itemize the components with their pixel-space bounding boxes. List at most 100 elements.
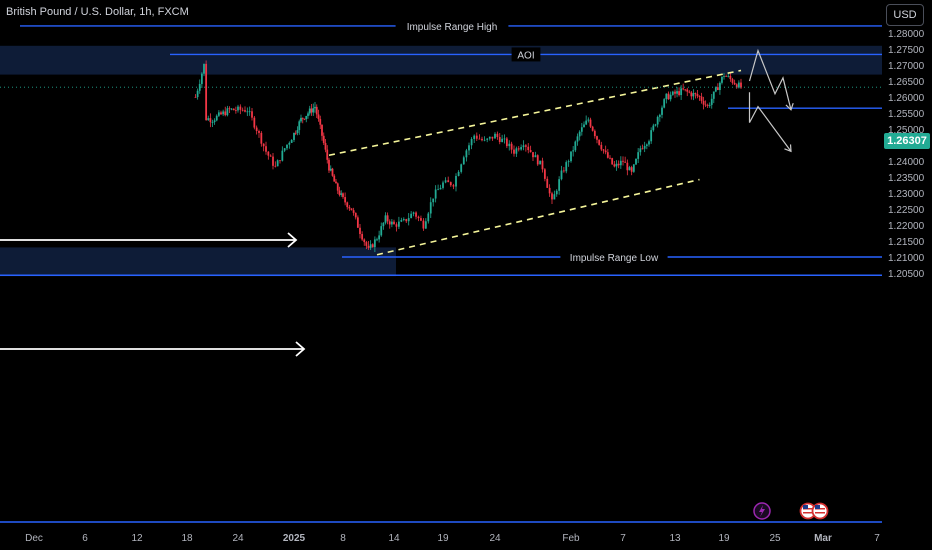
date-tick-label: 12 — [131, 533, 143, 544]
currency-button[interactable]: USD — [886, 4, 924, 26]
candle-body — [473, 135, 476, 139]
candle-body — [328, 159, 330, 171]
candle-body — [319, 118, 322, 125]
candle-body — [710, 98, 713, 105]
candle-body — [384, 215, 387, 223]
candle-body — [460, 164, 463, 172]
candle-body — [714, 87, 717, 92]
candle-body — [248, 111, 251, 113]
date-tick-label: 19 — [718, 533, 730, 544]
candle-body — [637, 152, 640, 159]
candle-body — [609, 157, 611, 159]
candle-body — [645, 144, 648, 146]
candle-body — [388, 221, 391, 225]
candle-body — [279, 160, 281, 162]
candle-body — [558, 179, 561, 191]
candle-body — [539, 160, 542, 165]
candle-body — [555, 190, 558, 195]
candle-body — [712, 91, 715, 99]
zone-lower-demand — [0, 247, 396, 277]
candle-body — [733, 82, 736, 85]
candle-body — [382, 222, 385, 227]
candle-body — [585, 120, 588, 125]
candle-body — [522, 145, 525, 148]
candle-body — [613, 164, 616, 167]
date-tick-label: 24 — [232, 533, 244, 544]
candle-body — [286, 144, 288, 149]
candle-body — [483, 139, 486, 141]
price-tick-label: 1.26500 — [888, 77, 925, 88]
candle-body — [553, 194, 556, 200]
candle-body — [402, 219, 405, 221]
candle-body — [234, 110, 237, 111]
candle-body — [626, 162, 629, 171]
date-tick-label: 25 — [769, 533, 781, 544]
candle-body — [310, 108, 313, 113]
projection-path-2 — [748, 92, 792, 152]
candle-body — [331, 168, 334, 176]
candle-body — [207, 118, 210, 121]
candle-body — [294, 132, 297, 134]
date-tick-label: 8 — [340, 533, 346, 544]
date-tick-label: 14 — [388, 533, 400, 544]
candle-body — [520, 147, 523, 150]
candle-body — [688, 91, 691, 93]
candle-body — [686, 89, 689, 92]
candle-body — [350, 208, 353, 211]
date-tick-label: 6 — [82, 533, 88, 544]
candle-body — [269, 155, 272, 157]
candle-body — [589, 119, 592, 127]
candle-body — [508, 143, 511, 147]
channel-lower-line — [376, 178, 700, 256]
candle-body — [591, 126, 594, 131]
candle-body — [470, 138, 473, 146]
candle-body — [203, 63, 205, 74]
candle-body — [213, 120, 216, 123]
candle-body — [700, 96, 703, 101]
candle-body — [676, 91, 678, 94]
candle-body — [281, 150, 284, 161]
candle-body — [400, 220, 403, 222]
candle-body — [671, 91, 674, 95]
candle-body — [211, 122, 214, 123]
candle-body — [587, 119, 590, 121]
candle-body — [417, 216, 420, 219]
price-tick-label: 1.27000 — [888, 61, 925, 72]
arrow-head — [287, 232, 298, 248]
candle-body — [723, 76, 725, 77]
candle-body — [740, 82, 742, 88]
price-tick-label: 1.24000 — [888, 157, 925, 168]
arrow-head — [295, 341, 306, 357]
candle-body — [340, 193, 343, 195]
candle-body — [574, 141, 577, 151]
candle-body — [378, 235, 381, 240]
candle-body — [429, 202, 432, 214]
candle-body — [224, 111, 227, 116]
candle-body — [437, 189, 439, 191]
candle-body — [721, 76, 723, 83]
candle-body — [338, 190, 341, 195]
candle-body — [367, 245, 370, 248]
candle-body — [674, 91, 676, 94]
candle-body — [729, 75, 732, 80]
candle-body — [307, 113, 309, 116]
candle-body — [652, 125, 655, 131]
candle-body — [656, 116, 659, 125]
price-tick-label: 1.25000 — [888, 125, 925, 136]
candle-body — [465, 150, 468, 158]
candle-body — [239, 106, 242, 110]
candle-body — [317, 114, 320, 119]
candle-body — [696, 94, 699, 97]
candle-body — [432, 198, 435, 203]
candle-body — [529, 150, 532, 153]
candle-body — [680, 88, 683, 96]
candle-body — [312, 108, 315, 113]
candle-body — [237, 106, 239, 111]
flag-canton — [815, 505, 820, 509]
candle-body — [624, 161, 627, 163]
candle-body — [246, 111, 249, 113]
candle-body — [226, 108, 229, 116]
flag-stripe — [803, 512, 813, 514]
candle-body — [455, 175, 457, 187]
